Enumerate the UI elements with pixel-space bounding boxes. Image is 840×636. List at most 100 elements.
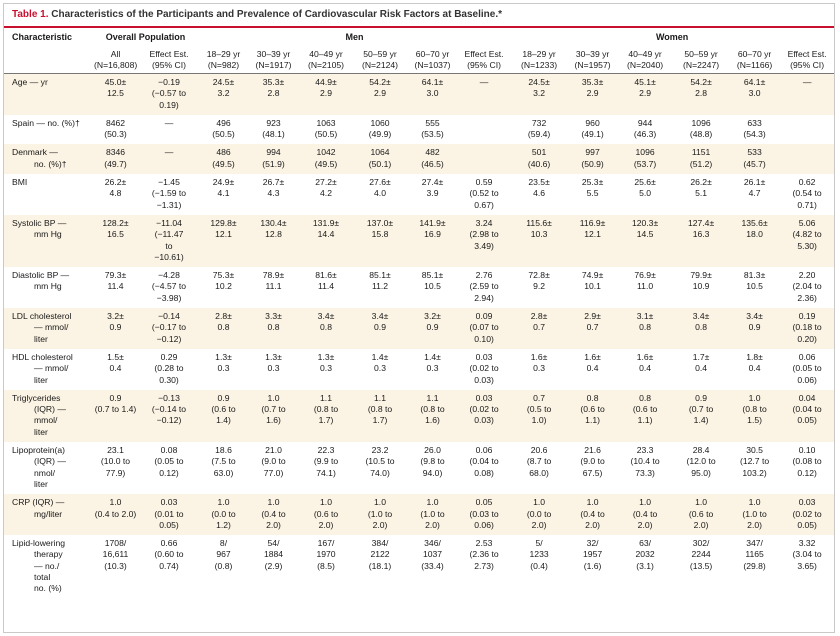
- table-cell: 54.2± 2.8: [673, 73, 730, 115]
- cell-line: (0.0 to: [526, 508, 552, 519]
- table-cell: 1.8± 0.4: [729, 349, 780, 390]
- column-header: 50–59 yr (N=2247): [673, 47, 729, 74]
- table-cell: 1096 (53.7): [617, 144, 674, 175]
- table-cell: 2.8± 0.8: [199, 308, 249, 349]
- cell-line: 967: [216, 549, 231, 560]
- table-cell: 0.9 (0.7 to 1.4): [92, 389, 139, 443]
- cell-line: (51.2): [689, 158, 713, 169]
- table-cell: 0.8 (0.6 to 1.1): [568, 389, 618, 443]
- row-label: CRP (IQR) — mg/liter: [4, 494, 92, 536]
- cell-line: 0.19): [159, 99, 179, 110]
- cell-line: 0.7: [586, 322, 599, 333]
- row-label: LDL cholesterol — mmol/liter: [4, 308, 92, 349]
- cell-line: 79.9±: [690, 270, 712, 281]
- cell-line: 5.30): [797, 240, 817, 251]
- cell-line: 1.2): [216, 519, 231, 530]
- row-label-line: no. (%)†: [34, 158, 67, 169]
- cell-line: 1.0: [267, 497, 280, 508]
- cell-line: 95.0): [691, 467, 711, 478]
- cell-line: (10.4 to: [630, 456, 660, 467]
- table-body: Age — yr 45.0± 12.5 −0.19 (−0.57 to 0.19) 24.5…: [4, 73, 834, 599]
- cell-line: 3.4±: [746, 311, 763, 322]
- table-cell: 555 (53.5): [407, 115, 458, 145]
- cell-line: 12.8: [265, 229, 282, 240]
- cell-line: 1151: [691, 147, 711, 158]
- cell-line: 0.29: [160, 351, 178, 362]
- cell-line: (0.04 to: [469, 456, 499, 467]
- cell-line: 2.73): [474, 560, 494, 571]
- table-cell: 384/2122 (18.1): [353, 535, 407, 598]
- women-header: Women: [655, 31, 689, 42]
- cell-line: (8.5): [317, 560, 335, 571]
- row-label: Age — yr: [4, 73, 92, 115]
- table-cell: 23.1 (10.0 to 77.9): [92, 442, 139, 494]
- row-label-line: therapy: [34, 549, 63, 560]
- table-cell: [780, 115, 834, 145]
- cell-line: 1.1: [426, 392, 439, 403]
- cell-line: (−0.57 to: [151, 88, 187, 99]
- cell-line: 28.4: [692, 445, 710, 456]
- cell-line: (2.36 to: [469, 549, 499, 560]
- table-cell: 1.1 (0.8 to 1.7): [353, 389, 408, 443]
- cell-line: 74.9±: [581, 270, 604, 281]
- cell-line: 81.3±: [743, 270, 766, 281]
- table-cell: 1.0 (0.4 to 2.0): [568, 494, 618, 536]
- row-label-line: (IQR) —: [34, 404, 66, 415]
- cell-line: (50.9): [581, 158, 604, 169]
- cell-line: 2.0): [372, 519, 388, 530]
- cell-line: 23.3: [636, 445, 654, 456]
- cell-line: 0.03: [160, 497, 178, 508]
- cell-line: 1.6): [425, 415, 440, 426]
- cell-line: 0.62: [798, 177, 816, 188]
- cell-line: 0.03): [474, 374, 494, 385]
- table-cell: 27.4± 3.9: [407, 174, 458, 215]
- cell-line: 5.1: [695, 188, 708, 199]
- cell-line: 2.0): [531, 519, 547, 530]
- table-cell: 54.2± 2.9: [353, 73, 408, 115]
- cell-line: −0.12): [156, 415, 182, 426]
- cell-line: 128.2±: [102, 217, 129, 228]
- cell-line: (−0.14 to: [151, 404, 187, 415]
- table-row: Triglycerides (IQR) — mmol/liter 0.9 (0.7 to…: [4, 389, 834, 443]
- table-row: Spain — no. (%)† 8462 (50.3) —496 (50.5) 923(…: [4, 115, 834, 145]
- cell-line: 1.4): [216, 415, 231, 426]
- cell-line: 9.2: [533, 281, 546, 292]
- table-cell: 0.03 (0.01 to 0.05): [139, 494, 200, 536]
- cell-line: (9.8 to: [420, 456, 445, 467]
- table-cell: 35.3± 2.8: [248, 73, 300, 115]
- cell-line: 60–70 yr: [737, 48, 772, 59]
- cell-line: 0.4: [639, 363, 652, 374]
- table-cell: 24.9± 4.1: [199, 174, 248, 215]
- cell-line: (3.1): [636, 560, 654, 571]
- cell-line: 30–39 yr: [575, 48, 610, 59]
- cell-line: 130.4±: [260, 217, 287, 228]
- table-cell: 0.10 (0.08 to 0.12): [780, 442, 834, 494]
- cell-line: 24.5±: [212, 77, 235, 87]
- cell-line: 1.7±: [692, 351, 710, 362]
- cell-line: 120.3±: [631, 217, 659, 228]
- cell-line: 0.03: [475, 351, 493, 362]
- cell-line: 2.0): [318, 519, 334, 530]
- table-cell: 0.05 (0.03 to 0.06): [458, 494, 511, 536]
- table-cell: 27.2± 4.2: [299, 174, 353, 215]
- cell-line: 11.4: [107, 281, 124, 292]
- cell-line: −0.14: [158, 311, 180, 322]
- cell-line: (50.1): [368, 158, 392, 169]
- cell-line: 30–39 yr: [256, 48, 291, 59]
- cell-line: 16.5: [107, 229, 124, 240]
- cell-line: 1037: [422, 549, 443, 560]
- table-row: Lipoprotein(a) (IQR) — nmol/liter 23.1 (10.0…: [4, 442, 834, 494]
- table-cell: 63/2032 (3.1): [617, 535, 673, 598]
- row-label: Diastolic BP — mm Hg: [4, 267, 92, 308]
- cell-line: 135.6±: [741, 217, 768, 228]
- table-cell: 79.9± 10.9: [673, 267, 729, 308]
- cell-line: 73.3): [635, 467, 655, 478]
- row-label: Lipoprotein(a) (IQR) — nmol/liter: [4, 442, 92, 494]
- cell-line: Effect Est.: [464, 48, 504, 59]
- cell-line: 2032: [635, 549, 655, 560]
- cell-line: 131.9±: [312, 217, 340, 228]
- cell-line: 16.3: [692, 229, 710, 240]
- cell-line: 64.1±: [421, 77, 444, 87]
- table-cell: 54/1884 (2.9): [248, 535, 299, 598]
- cell-line: (0.8 to: [367, 404, 393, 415]
